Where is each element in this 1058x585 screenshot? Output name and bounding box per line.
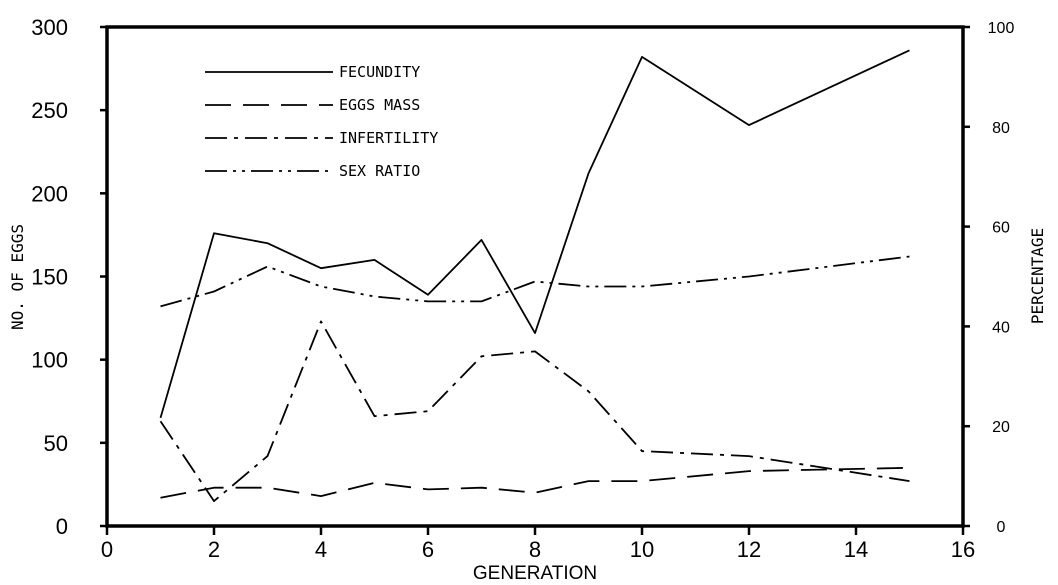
y-left-tick-label: 100 (31, 348, 68, 373)
y-right-tick-label: 20 (992, 419, 1010, 436)
y-right-tick-label: 60 (992, 220, 1010, 237)
y-left-tick-label: 0 (56, 514, 68, 539)
series-line-infertility (159, 320, 910, 503)
y-axis-left-title: NO. OF EGGS (8, 224, 27, 330)
legend-label: FECUNDITY (339, 63, 420, 81)
x-tick-label: 2 (208, 537, 220, 562)
y-right-tick-label: 80 (992, 120, 1010, 137)
y-left-tick-label: 150 (31, 265, 68, 290)
x-tick-label: 14 (844, 537, 868, 562)
y-right-tick-label: 100 (988, 20, 1015, 37)
series-line-sex-ratio (160, 255, 910, 308)
x-tick-label: 8 (529, 537, 541, 562)
axis-ticks: 0 2 4 6 8 10 12 14 16 0 50 100 150 200 250 300 0 20 40 60 80… (31, 15, 1014, 562)
y-right-tick-label: 0 (997, 519, 1006, 536)
y-left-tick-label: 300 (31, 15, 68, 40)
x-axis-title: GENERATION (473, 563, 597, 584)
y-axis-right-title: PERCENTAGE (1028, 228, 1047, 324)
legend: FECUNDITY EGGS MASS INFERTILITY SEX RATIO (205, 63, 438, 180)
plot-frame (105, 25, 965, 528)
x-tick-label: 4 (315, 537, 327, 562)
x-tick-label: 16 (951, 537, 975, 562)
legend-label: EGGS MASS (339, 96, 420, 114)
series-lines (159, 49, 910, 503)
x-tick-label: 12 (737, 537, 761, 562)
legend-label: INFERTILITY (339, 129, 438, 147)
x-tick-label: 10 (630, 537, 654, 562)
series-line-eggs-mass (160, 466, 910, 499)
series-line-fecundity (159, 49, 910, 419)
y-left-tick-label: 200 (31, 181, 68, 206)
x-tick-label: 6 (422, 537, 434, 562)
legend-label: SEX RATIO (339, 162, 420, 180)
y-left-tick-label: 250 (31, 98, 68, 123)
x-tick-label: 0 (101, 537, 113, 562)
y-left-tick-label: 50 (44, 431, 68, 456)
y-right-tick-label: 40 (992, 319, 1010, 336)
